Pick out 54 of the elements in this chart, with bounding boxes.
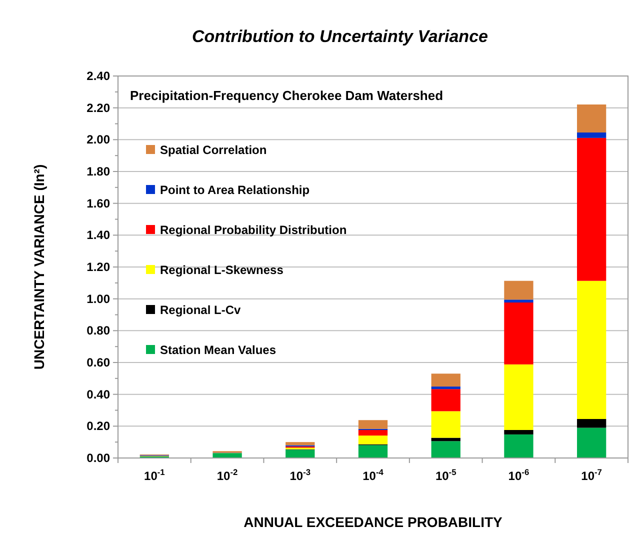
bar (431, 386, 460, 390)
bar (577, 419, 606, 428)
x-tick-label: 10$^{-5}$ (435, 467, 457, 483)
y-tick-label: 1.60 (86, 196, 110, 210)
y-tick-label: 0.00 (86, 451, 110, 465)
x-tick-label: 10$^{-6}$ (508, 467, 530, 483)
y-tick-label: 2.20 (86, 100, 110, 115)
x-tick-label: 10$^{-1}$ (144, 467, 166, 483)
text: Precipitation-Frequency Cherokee Dam Watershed (130, 88, 444, 103)
bar (358, 420, 388, 429)
bar (358, 436, 388, 444)
bar (577, 132, 606, 138)
bar (286, 442, 315, 446)
legend-label: Regional Probability Distribution (160, 223, 347, 237)
bar (504, 280, 534, 300)
legend-label: Spatial Correlation (160, 143, 267, 157)
legend-label: Station Mean Values (160, 343, 276, 357)
bar (358, 445, 388, 458)
bar (504, 300, 534, 302)
x-tick-label: 10$^{-3}$ (290, 467, 311, 483)
bar (577, 428, 606, 458)
bar (504, 434, 534, 458)
bar (504, 364, 534, 430)
bar (504, 302, 534, 364)
y-tick-label: 2.40 (86, 69, 110, 83)
bar (286, 450, 315, 458)
y-tick-label: 1.00 (86, 292, 110, 306)
bar (358, 430, 388, 436)
chart-title: Contribution to Uncertainty Variance (192, 27, 488, 46)
bar (577, 280, 606, 420)
y-tick-label: 0.40 (86, 387, 110, 402)
legend-label: Point to Area Relationship (160, 183, 310, 197)
x-tick-label: 10$^{-2}$ (216, 467, 238, 483)
y-axis-title: UNCERTAINTY VARIANCE (In²) (31, 164, 47, 370)
y-tick-label: 2.00 (86, 132, 110, 147)
y-tick-label: 1.20 (86, 260, 110, 274)
bar (431, 374, 460, 387)
legend-label: Regional L-Cv (160, 303, 241, 317)
bar (431, 389, 460, 412)
x-axis-title: ANNUAL EXCEEDANCE PROBABILITY (244, 514, 504, 530)
y-tick-label: 0.60 (86, 356, 110, 370)
bar (431, 441, 460, 458)
y-tick-label: 0.80 (86, 324, 110, 338)
bar (431, 411, 460, 438)
bar (504, 430, 534, 434)
bar (577, 104, 606, 133)
y-tick-label: 0.20 (86, 419, 110, 434)
y-tick-label: 1.80 (86, 164, 110, 178)
bar (577, 138, 606, 281)
x-tick-label: 10$^{-4}$ (362, 467, 384, 483)
y-tick-label: 1.40 (86, 228, 110, 242)
legend-label: Regional L-Skewness (160, 263, 284, 277)
bar (212, 453, 242, 458)
x-tick-label: 10$^{-7}$ (581, 467, 602, 483)
